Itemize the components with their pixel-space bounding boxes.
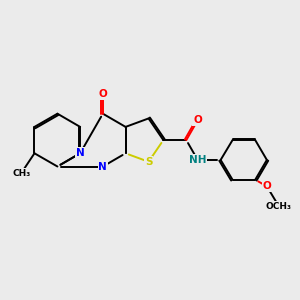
Text: N: N	[76, 148, 85, 158]
Text: N: N	[98, 161, 107, 172]
Text: S: S	[145, 157, 152, 167]
Text: O: O	[262, 181, 271, 191]
Text: NH: NH	[189, 155, 206, 165]
Text: O: O	[193, 115, 202, 125]
Text: OCH₃: OCH₃	[266, 202, 292, 211]
Text: O: O	[98, 89, 107, 99]
Text: CH₃: CH₃	[12, 169, 30, 178]
